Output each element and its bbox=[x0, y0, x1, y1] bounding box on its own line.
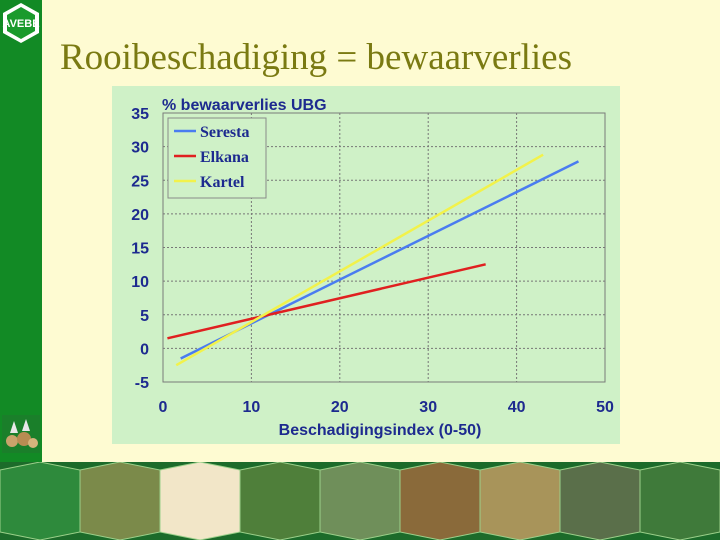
series-line-kartel bbox=[175, 153, 544, 367]
sidebar-band: AVEBE bbox=[0, 0, 42, 462]
avebe-logo-icon: AVEBE bbox=[2, 3, 40, 43]
x-tick-label: 30 bbox=[419, 399, 437, 416]
x-tick-label: 40 bbox=[508, 399, 526, 416]
x-tick-labels: 0 10 20 30 40 50 bbox=[159, 399, 614, 416]
chart-title: % bewaarverlies UBG bbox=[162, 97, 327, 114]
y-tick-label: 35 bbox=[131, 106, 149, 123]
x-tick-label: 20 bbox=[331, 399, 349, 416]
legend-label: Kartel bbox=[200, 174, 245, 191]
y-tick-label: 0 bbox=[140, 341, 149, 358]
potato-plants-icon bbox=[2, 415, 40, 453]
y-tick-label: 15 bbox=[131, 241, 149, 258]
logo-text: AVEBE bbox=[2, 18, 39, 30]
y-tick-label: 30 bbox=[131, 140, 149, 157]
y-tick-label: 25 bbox=[131, 173, 149, 190]
series-line-elkana bbox=[167, 263, 486, 340]
y-tick-label: 5 bbox=[140, 308, 149, 325]
plot-area bbox=[162, 112, 606, 383]
x-axis-label: Beschadigingsindex (0-50) bbox=[279, 422, 482, 439]
series-layer bbox=[167, 153, 580, 367]
line-chart: -5 0 5 10 15 20 25 30 35 0 10 20 30 40 50 % bewaarver… bbox=[131, 97, 614, 439]
legend: Seresta Elkana Kartel bbox=[167, 117, 267, 199]
legend-label: Elkana bbox=[200, 149, 249, 166]
y-tick-label: -5 bbox=[135, 375, 149, 392]
slide-title: Rooibeschadiging = bewaarverlies bbox=[60, 37, 572, 78]
x-tick-label: 50 bbox=[596, 399, 614, 416]
footer-photo-strip bbox=[0, 462, 720, 540]
chart-panel: -5 0 5 10 15 20 25 30 35 0 10 20 30 40 50 % bewaarver… bbox=[112, 86, 620, 444]
x-tick-label: 0 bbox=[159, 399, 168, 416]
legend-label: Seresta bbox=[200, 124, 249, 141]
y-tick-labels: -5 0 5 10 15 20 25 30 35 bbox=[131, 106, 149, 392]
y-tick-label: 10 bbox=[131, 274, 149, 291]
x-tick-label: 10 bbox=[243, 399, 261, 416]
y-tick-label: 20 bbox=[131, 207, 149, 224]
